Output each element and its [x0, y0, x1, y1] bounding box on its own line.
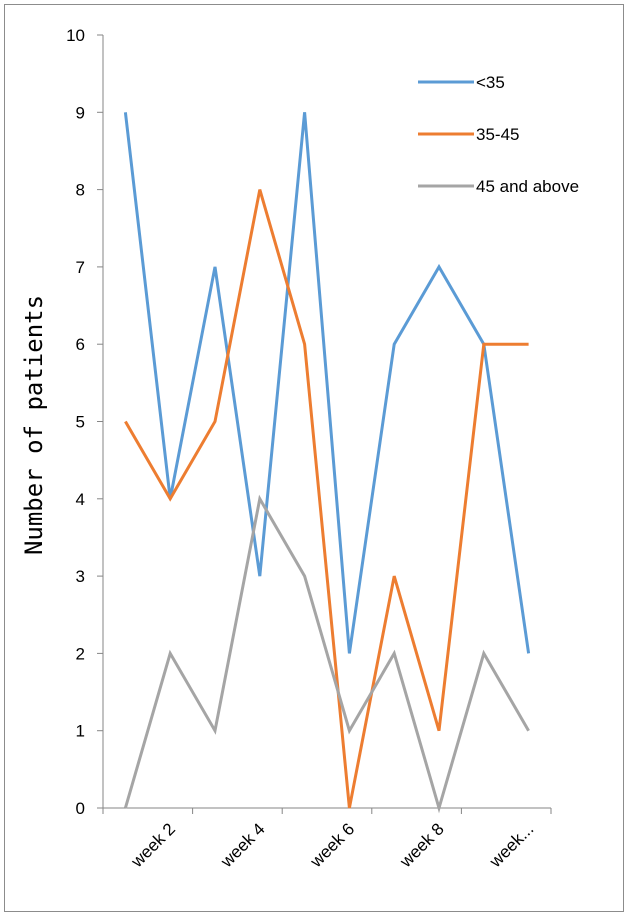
y-tick-label: 6 [76, 335, 85, 354]
series-lines [123, 112, 531, 814]
y-tick-label: 1 [76, 722, 85, 741]
x-tick-label: week... [485, 819, 537, 871]
y-tick-label: 5 [76, 413, 85, 432]
series-line-0 [123, 112, 531, 654]
y-tick-labels: 0 1 2 3 4 5 6 7 8 9 10 [66, 26, 85, 818]
x-tick-label: week 2 [127, 819, 179, 871]
axes [97, 34, 552, 814]
y-tick-label: 2 [76, 644, 85, 663]
x-tick-label: week 4 [216, 819, 268, 871]
y-tick-label: 9 [76, 103, 85, 122]
y-tick-label: 4 [76, 490, 85, 509]
y-axis-label: Number of patients [20, 295, 48, 555]
x-tick-labels: week 2 week 4 week 6 week 8 week... [127, 819, 538, 871]
y-tick-label: 0 [76, 799, 85, 818]
legend: <35 35-45 45 and above [418, 73, 579, 196]
legend-label: 35-45 [476, 125, 519, 144]
legend-label: 45 and above [476, 177, 579, 196]
x-tick-label: week 6 [306, 819, 358, 871]
chart-frame [4, 4, 624, 912]
y-tick-label: 3 [76, 567, 85, 586]
x-tick-label: week 8 [396, 819, 448, 871]
y-tick-label: 7 [76, 258, 85, 277]
series-line-2 [123, 494, 530, 814]
y-tick-label: 10 [66, 26, 85, 45]
y-tick-label: 8 [76, 181, 85, 200]
series-line-1 [124, 189, 529, 809]
legend-label: <35 [476, 73, 505, 92]
